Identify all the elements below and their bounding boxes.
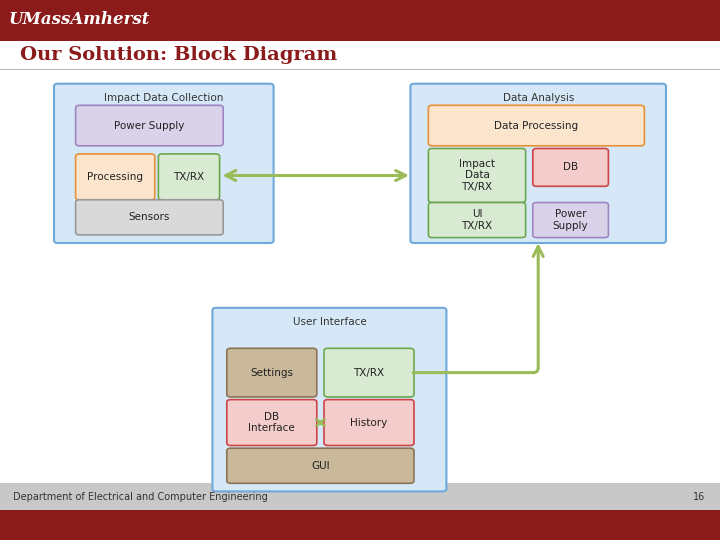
FancyBboxPatch shape [76, 200, 223, 235]
Text: DB
Interface: DB Interface [248, 411, 295, 433]
FancyBboxPatch shape [533, 148, 608, 186]
FancyBboxPatch shape [76, 105, 223, 146]
Bar [0, 483, 720, 510]
Text: TX/RX: TX/RX [174, 172, 204, 182]
Text: Sensors: Sensors [129, 212, 170, 222]
Text: Power
Supply: Power Supply [553, 210, 588, 231]
Text: Processing: Processing [87, 172, 143, 182]
Text: DB: DB [563, 163, 578, 172]
FancyBboxPatch shape [227, 448, 414, 483]
Text: 16: 16 [693, 492, 706, 502]
Text: Impact Data Collection: Impact Data Collection [104, 93, 223, 103]
Text: Data Analysis: Data Analysis [503, 93, 574, 103]
FancyBboxPatch shape [76, 154, 155, 200]
Text: Power Supply: Power Supply [114, 120, 184, 131]
Text: History: History [351, 417, 387, 428]
Text: TX/RX: TX/RX [354, 368, 384, 377]
FancyBboxPatch shape [410, 84, 666, 243]
FancyBboxPatch shape [428, 202, 526, 238]
FancyBboxPatch shape [533, 202, 608, 238]
Text: Our Solution: Block Diagram: Our Solution: Block Diagram [20, 46, 338, 64]
Text: Impact
Data
TX/RX: Impact Data TX/RX [459, 159, 495, 192]
Bar [0, 510, 720, 540]
FancyBboxPatch shape [324, 348, 414, 397]
FancyBboxPatch shape [212, 308, 446, 491]
Bar [0, 0, 720, 40]
Text: Data Processing: Data Processing [495, 120, 578, 131]
Text: Settings: Settings [251, 368, 293, 377]
Text: GUI: GUI [311, 461, 330, 471]
Text: UMassAmherst: UMassAmherst [9, 11, 150, 29]
FancyBboxPatch shape [324, 400, 414, 446]
FancyBboxPatch shape [54, 84, 274, 243]
FancyBboxPatch shape [158, 154, 220, 200]
Text: UI
TX/RX: UI TX/RX [462, 210, 492, 231]
Text: User Interface: User Interface [292, 317, 366, 327]
FancyBboxPatch shape [428, 148, 526, 202]
FancyBboxPatch shape [428, 105, 644, 146]
FancyBboxPatch shape [227, 400, 317, 446]
Text: Department of Electrical and Computer Engineering: Department of Electrical and Computer En… [13, 492, 268, 502]
FancyBboxPatch shape [227, 348, 317, 397]
